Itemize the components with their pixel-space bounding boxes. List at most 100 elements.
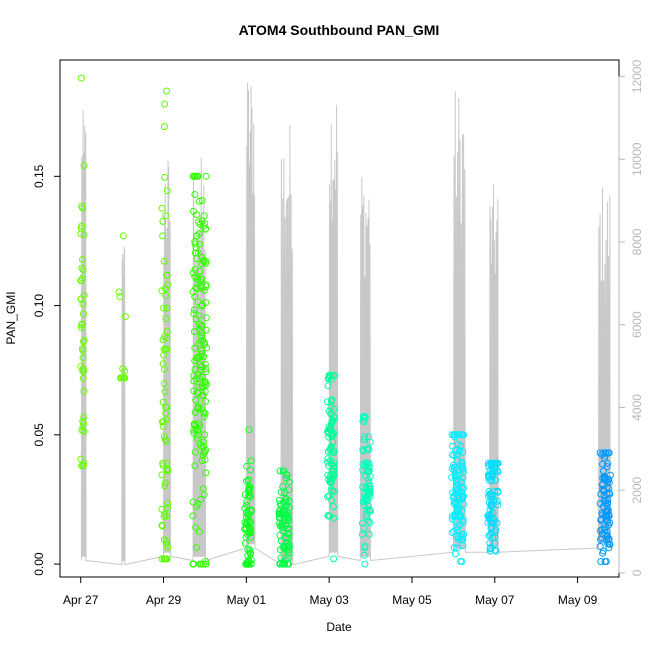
data-point (280, 489, 288, 497)
data-point (121, 367, 128, 375)
data-point (243, 497, 251, 505)
data-point (280, 560, 288, 568)
data-point (325, 426, 333, 434)
data-point (284, 546, 292, 554)
data-point (492, 476, 500, 484)
data-point (78, 202, 86, 210)
data-point (275, 514, 283, 522)
data-point (195, 340, 203, 347)
data-point (599, 547, 607, 555)
data-point (189, 172, 197, 180)
data-point (202, 397, 209, 405)
data-point (324, 458, 332, 466)
data-point (189, 512, 197, 520)
data-point (450, 544, 458, 552)
data-point (285, 509, 292, 517)
data-point (360, 551, 368, 559)
data-point (159, 336, 167, 344)
data-point (202, 281, 210, 289)
data-point (599, 460, 607, 468)
data-point (189, 498, 197, 506)
data-point (79, 266, 87, 274)
data-point (277, 537, 285, 545)
data-point (328, 432, 335, 440)
data-point (78, 320, 86, 328)
data-point (361, 560, 369, 568)
data-point (459, 535, 467, 543)
data-point (284, 516, 292, 524)
data-point (78, 74, 85, 82)
data-point (493, 497, 501, 505)
data-point (160, 257, 168, 265)
data-point (596, 449, 604, 457)
data-point (487, 459, 495, 467)
x-tick-label: May 03 (309, 593, 349, 607)
data-point (448, 529, 456, 537)
data-point (458, 488, 466, 496)
data-point (163, 271, 171, 279)
data-point (163, 555, 171, 563)
data-point (201, 409, 209, 417)
pan-gmi-series (77, 74, 614, 568)
data-point (159, 522, 166, 530)
y-tick-label: 0.10 (32, 294, 46, 318)
data-point (484, 519, 492, 526)
data-point (362, 459, 370, 467)
data-point (158, 418, 166, 426)
data-point (365, 467, 373, 475)
data-point (158, 471, 166, 479)
x-axis: Apr 27 Apr 29 May 01 May 03 May 05 May 07 May … (63, 576, 598, 607)
data-point (276, 467, 284, 475)
data-point (80, 338, 87, 346)
x-tick-label: Apr 27 (63, 593, 99, 607)
data-point (199, 336, 207, 344)
y-tick-label: 0.05 (32, 423, 46, 447)
data-point (190, 387, 198, 395)
data-point (494, 488, 502, 496)
data-point (158, 204, 166, 212)
data-point (448, 431, 456, 439)
data-point (191, 273, 199, 281)
x-tick-label: May 07 (475, 593, 515, 607)
data-point (189, 560, 197, 568)
data-point (193, 255, 201, 263)
x-tick-label: May 09 (558, 593, 598, 607)
data-point (191, 365, 199, 373)
right-tick-label: 8000 (630, 228, 644, 255)
data-point (244, 531, 252, 539)
data-point (285, 560, 293, 568)
data-point (201, 456, 209, 464)
data-point (325, 462, 333, 470)
data-point (160, 433, 168, 440)
data-point (324, 398, 331, 406)
data-point (197, 496, 204, 503)
data-point (493, 467, 501, 475)
data-point (199, 560, 207, 568)
data-point (459, 474, 467, 481)
x-tick-label: Apr 29 (146, 593, 182, 607)
y-tick-label: 0.15 (32, 164, 46, 188)
data-point (282, 502, 290, 510)
data-point (161, 173, 169, 181)
data-point (189, 288, 197, 296)
right-axis: 0 2000 4000 6000 8000 10000 12000 (618, 60, 644, 576)
data-point (159, 218, 167, 225)
data-point (191, 462, 199, 470)
data-point (459, 492, 467, 500)
data-point (486, 490, 494, 498)
data-point (454, 440, 462, 448)
data-point (163, 537, 170, 545)
chart-title: ATOM4 Southbound PAN_GMI (239, 22, 440, 38)
data-point (80, 387, 88, 395)
data-point (159, 360, 167, 368)
data-point (597, 515, 605, 523)
data-point (80, 413, 88, 421)
data-point (361, 497, 369, 505)
data-point (324, 455, 332, 463)
data-point (602, 449, 609, 457)
data-point (163, 345, 171, 353)
data-point (605, 476, 612, 483)
data-point (490, 459, 498, 467)
data-point (276, 560, 284, 568)
data-point (80, 428, 88, 435)
